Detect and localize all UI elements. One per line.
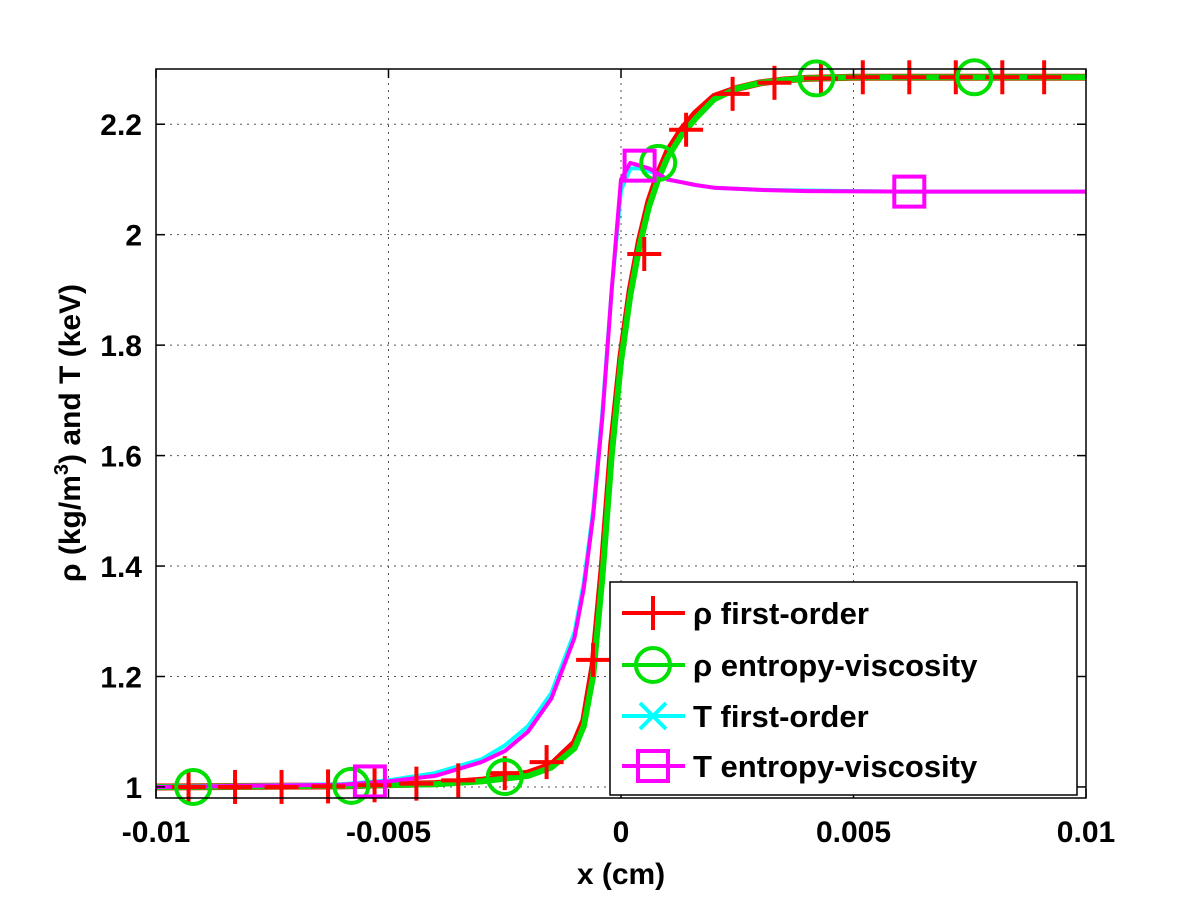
legend-box — [609, 581, 1078, 796]
x-tick-label: 0 — [613, 816, 630, 849]
x-tick-label: -0.01 — [122, 816, 190, 849]
series-4-marker — [352, 764, 387, 799]
y-tick-label: 1.2 — [100, 662, 142, 695]
y-tick-label: 1.8 — [100, 330, 142, 363]
ticks — [155, 69, 1087, 798]
series-2-marker — [639, 143, 678, 182]
y-axis-title-part2: ) and T (keV) — [54, 284, 87, 464]
legend-label-1: ρ first-order — [693, 596, 869, 631]
y-axis-title-superscript: 3 — [51, 464, 73, 475]
series-2-marker — [174, 767, 213, 806]
series-line-4 — [156, 160, 1086, 789]
series-1-marker — [1027, 60, 1062, 95]
y-tick-label: 1 — [125, 772, 142, 805]
legend: ρ first-order ρ entropy-viscosity T first-… — [609, 581, 1078, 796]
series-1-marker — [441, 763, 476, 798]
x-axis-title: x (cm) — [577, 858, 665, 891]
series-1-marker — [892, 60, 927, 95]
series-1-marker — [757, 65, 792, 100]
series-markers — [171, 58, 1062, 806]
legend-label-3: T first-order — [693, 699, 869, 734]
series-4-marker — [892, 174, 927, 209]
series-2-marker — [332, 766, 371, 805]
y-tick-label: 1.4 — [100, 551, 142, 584]
series-1-marker — [627, 237, 662, 272]
series-lines — [156, 73, 1086, 791]
legend-label-2: ρ entropy-viscosity — [693, 648, 978, 683]
y-tick-label: 1.6 — [100, 441, 142, 474]
y-tick-label: 2.2 — [100, 109, 142, 142]
x-tick-label: 0.01 — [1057, 816, 1115, 849]
legend-entries: ρ first-order ρ entropy-viscosity T first-… — [622, 596, 978, 784]
series-1-marker — [399, 766, 434, 801]
series-1-marker — [715, 76, 750, 111]
legend-marker-3 — [638, 701, 668, 731]
x-tick-label: -0.005 — [346, 816, 431, 849]
y-axis-title: ρ (kg/m3) and T (keV) — [51, 284, 87, 582]
series-1-marker — [845, 60, 880, 95]
series-1-marker — [529, 745, 564, 780]
tick-labels: -0.01 -0.005 0 0.005 0.01 1 1.2 1.4 1.6 1.8 2 2.2 — [100, 109, 1115, 849]
series-4-marker — [622, 148, 657, 183]
legend-label-4: T entropy-viscosity — [693, 749, 978, 784]
legend-marker-4 — [636, 749, 670, 783]
series-2-marker — [955, 58, 994, 97]
x-tick-label: 0.005 — [816, 816, 891, 849]
y-tick-label: 2 — [125, 220, 142, 253]
series-1-marker — [669, 112, 704, 147]
legend-marker-1 — [636, 596, 670, 630]
series-2-marker — [797, 59, 836, 98]
legend-marker-2 — [634, 646, 672, 684]
series-line-2 — [156, 74, 1086, 790]
series-2-marker — [485, 758, 524, 797]
y-axis-title-part1: ρ (kg/m — [54, 475, 87, 582]
series-1-marker — [576, 642, 611, 677]
